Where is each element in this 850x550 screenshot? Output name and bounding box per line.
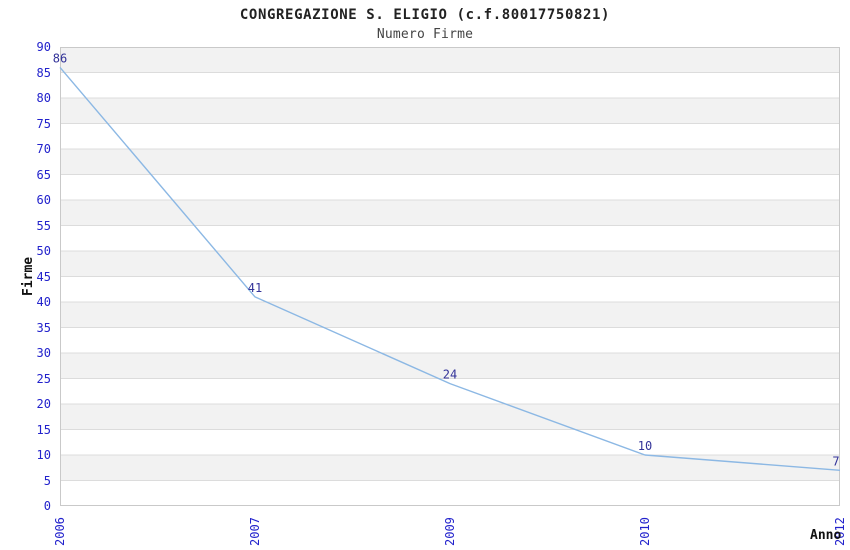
chart-subtitle: Numero Firme <box>376 27 474 42</box>
plot-band <box>60 251 840 277</box>
plot-band <box>60 200 840 226</box>
data-line <box>59 66 841 471</box>
y-tick-label: 65 <box>36 167 51 182</box>
y-tick-label: 25 <box>36 371 51 386</box>
x-tick-label: 2006 <box>53 517 67 546</box>
y-tick-label: 10 <box>36 448 51 462</box>
y-tick-label: 20 <box>36 397 51 411</box>
x-tick-label: 2010 <box>638 517 652 546</box>
point-label: 10 <box>638 439 652 453</box>
plot-band <box>60 302 840 328</box>
y-tick-label: 30 <box>36 346 51 360</box>
y-tick-label: 40 <box>36 295 51 309</box>
plot-band <box>60 455 840 481</box>
y-tick-label: 60 <box>36 193 51 207</box>
point-label: 41 <box>248 281 262 295</box>
y-tick-label: 45 <box>36 269 51 284</box>
y-tick-label: 75 <box>36 116 51 131</box>
y-tick-label: 5 <box>43 473 51 488</box>
chart-title: CONGREGAZIONE S. ELIGIO (c.f.80017750821… <box>239 7 611 23</box>
plot-band <box>60 149 840 175</box>
y-tick-label: 90 <box>36 40 51 54</box>
x-tick-label: 2007 <box>248 517 262 546</box>
y-tick-label: 55 <box>36 218 51 233</box>
y-tick-label: 80 <box>36 91 51 105</box>
plot-band <box>60 404 840 430</box>
y-tick-label: 85 <box>36 65 51 80</box>
y-tick-label: 35 <box>36 320 51 335</box>
point-label: 24 <box>443 368 457 382</box>
x-axis-title: Anno <box>810 528 842 543</box>
plot-band <box>60 47 840 73</box>
x-tick-label: 2009 <box>443 517 457 546</box>
plot-border <box>60 47 840 506</box>
y-tick-label: 0 <box>43 499 51 513</box>
y-tick-label: 15 <box>36 422 51 437</box>
point-label: 86 <box>53 51 67 65</box>
plot-band <box>60 98 840 124</box>
point-label: 7 <box>832 454 839 468</box>
y-tick-label: 70 <box>36 142 51 156</box>
y-tick-label: 50 <box>36 244 51 258</box>
plot-band <box>60 353 840 379</box>
plot-area: 86 41 24 10 7 <box>53 47 841 506</box>
